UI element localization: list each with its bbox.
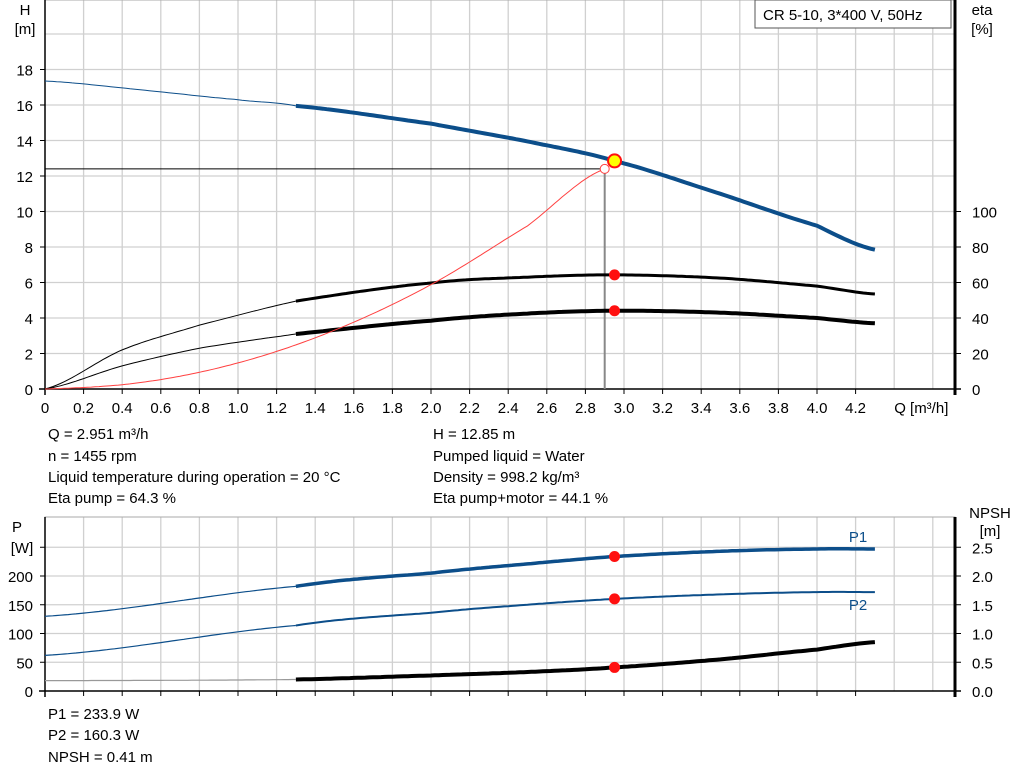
x-tick-label: 1.0 (228, 400, 249, 417)
info-h: H = 12.85 m (433, 426, 515, 443)
y2-tick-label: 1.0 (972, 627, 993, 644)
info-temp: Liquid temperature during operation = 20… (48, 469, 341, 486)
x-tick-label: 2.0 (421, 400, 442, 417)
y2-tick-label: 60 (972, 276, 989, 293)
x-tick-label: 1.4 (305, 400, 326, 417)
x-tick-label: 0.8 (189, 400, 210, 417)
x-tick-label: 0.6 (150, 400, 171, 417)
series-label-P2: P2 (849, 597, 867, 614)
series-P1-thin (44, 585, 296, 617)
y-tick-label: 12 (16, 169, 33, 186)
plot-frame (44, 516, 956, 692)
duty-point-info: Q = 2.951 m³/h n = 1455 rpm Liquid tempe… (48, 426, 608, 766)
series-eta_pump_motor (295, 308, 876, 336)
y2-tick-label: 0 (972, 382, 980, 399)
series-P1 (295, 547, 875, 589)
y-tick-label: 8 (25, 240, 33, 257)
eta-pump-marker (609, 269, 621, 281)
y-axis-label: P (12, 519, 22, 536)
y-tick-label: 100 (8, 627, 33, 644)
series-eta_pump-thin (44, 300, 297, 390)
x-tick-label: 3.8 (768, 400, 789, 417)
series-eta_pump (295, 273, 876, 303)
y2-axis-label: NPSH (969, 505, 1011, 522)
y2-tick-label: 0.0 (972, 684, 993, 701)
y2-tick-label: 1.5 (972, 598, 993, 615)
y-tick-label: 2 (25, 347, 33, 364)
y-tick-label: 200 (8, 569, 33, 586)
y-tick-label: 0 (25, 382, 33, 399)
x-tick-label: 0.2 (73, 400, 94, 417)
info-eta-pump: Eta pump = 64.3 % (48, 490, 176, 507)
requested-point-marker (599, 163, 610, 174)
x-tick-label: 1.2 (266, 400, 287, 417)
legend-box: CR 5-10, 3*400 V, 50Hz (754, 0, 952, 29)
y-tick-label: 50 (16, 655, 33, 672)
series-label-P1: P1 (849, 529, 867, 546)
y-tick-label: 16 (16, 98, 33, 115)
x-tick-label: 1.8 (382, 400, 403, 417)
eta-pump-motor-marker (609, 305, 621, 317)
series-NPSH-thin (45, 678, 296, 682)
x-tick-label: 2.4 (498, 400, 519, 417)
series-P2 (295, 590, 875, 627)
y-axis-unit: [m] (15, 21, 36, 38)
chart-title: CR 5-10, 3*400 V, 50Hz (763, 7, 923, 24)
y2-axis-unit: [%] (971, 21, 993, 38)
y2-tick-label: 80 (972, 240, 989, 257)
info-q: Q = 2.951 m³/h (48, 426, 148, 443)
series-P2-thin (44, 624, 296, 656)
y-tick-label: 6 (25, 276, 33, 293)
y2-tick-label: 100 (972, 205, 997, 222)
y-axis-label: H (20, 2, 31, 19)
y2-tick-label: 40 (972, 311, 989, 328)
y2-tick-label: 0.5 (972, 655, 993, 672)
x-tick-label: 2.2 (459, 400, 480, 417)
info-density: Density = 998.2 kg/m³ (433, 469, 579, 486)
x-tick-label: 3.0 (614, 400, 635, 417)
y-tick-label: 150 (8, 598, 33, 615)
x-tick-label: 1.6 (343, 400, 364, 417)
info-npsh: NPSH = 0.41 m (48, 749, 153, 766)
duty-point-marker (607, 153, 623, 169)
NPSH-duty-marker (609, 661, 621, 673)
x-tick-label: 0 (41, 400, 49, 417)
series-system_curve (44, 168, 605, 390)
y2-axis-unit: [m] (980, 523, 1001, 540)
x-tick-label: 2.8 (575, 400, 596, 417)
series-eta_pump_motor-thin (44, 333, 296, 390)
series-H (295, 103, 876, 252)
y-tick-label: 0 (25, 684, 33, 701)
y2-tick-label: 2.0 (972, 569, 993, 586)
x-tick-label: 4.0 (807, 400, 828, 417)
y-tick-label: 10 (16, 205, 33, 222)
y-tick-label: 4 (25, 311, 33, 328)
info-p2: P2 = 160.3 W (48, 727, 140, 744)
info-n: n = 1455 rpm (48, 448, 137, 465)
x-tick-label: 3.2 (652, 400, 673, 417)
y-axis-unit: [W] (11, 540, 34, 557)
performance-chart: 0 0.2 0.4 0.6 0.8 1.0 1.2 1.4 1.6 1.8 2.0 2.2 2.4 2.6… (15, 0, 997, 417)
x-tick-label: 3.6 (729, 400, 750, 417)
info-liquid: Pumped liquid = Water (433, 448, 585, 465)
x-tick-label: 4.2 (845, 400, 866, 417)
y-tick-label: 14 (16, 134, 33, 151)
P2-duty-marker (609, 593, 621, 605)
info-eta-pump-motor: Eta pump+motor = 44.1 % (433, 490, 608, 507)
info-p1: P1 = 233.9 W (48, 706, 140, 723)
x-tick-label: 3.4 (691, 400, 712, 417)
y2-tick-label: 2.5 (972, 540, 993, 557)
series-H-thin (44, 80, 297, 107)
y-tick-label: 18 (16, 63, 33, 80)
y2-axis-label: eta (972, 2, 994, 19)
y2-tick-label: 20 (972, 347, 989, 364)
power-npsh-chart: 0 50 100 150 200 0.0 0.5 1.0 1.5 2.0 2.5 P [W] NPSH[m… (8, 505, 1011, 701)
series-NPSH (295, 640, 876, 682)
x-tick-label: 0.4 (112, 400, 133, 417)
x-tick-label: 2.6 (536, 400, 557, 417)
x-axis-label: Q [m³/h] (894, 400, 948, 417)
P1-duty-marker (609, 551, 621, 563)
